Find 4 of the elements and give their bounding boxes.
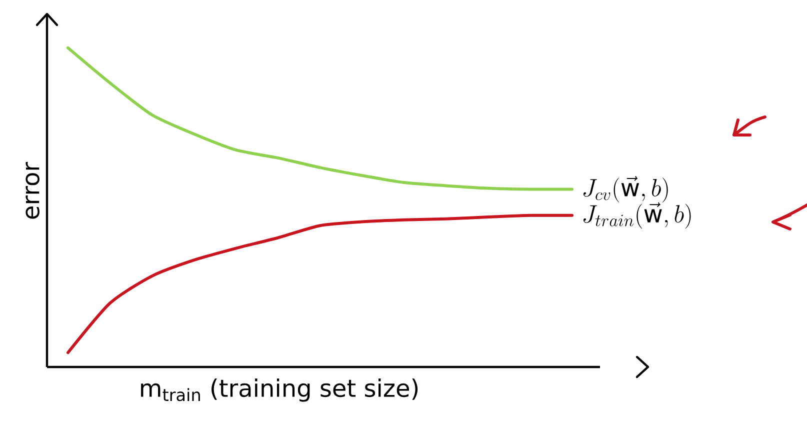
y-axis-title: error	[26, 162, 40, 219]
series-label: $J_{cv}(\vec{\mathrm{w}}, b)$	[583, 176, 668, 202]
x-axis-title: m$_{train}$ (training set size)	[141, 378, 418, 402]
series-label: $J_{train}(\vec{\mathrm{w}}, b)$	[583, 202, 691, 229]
